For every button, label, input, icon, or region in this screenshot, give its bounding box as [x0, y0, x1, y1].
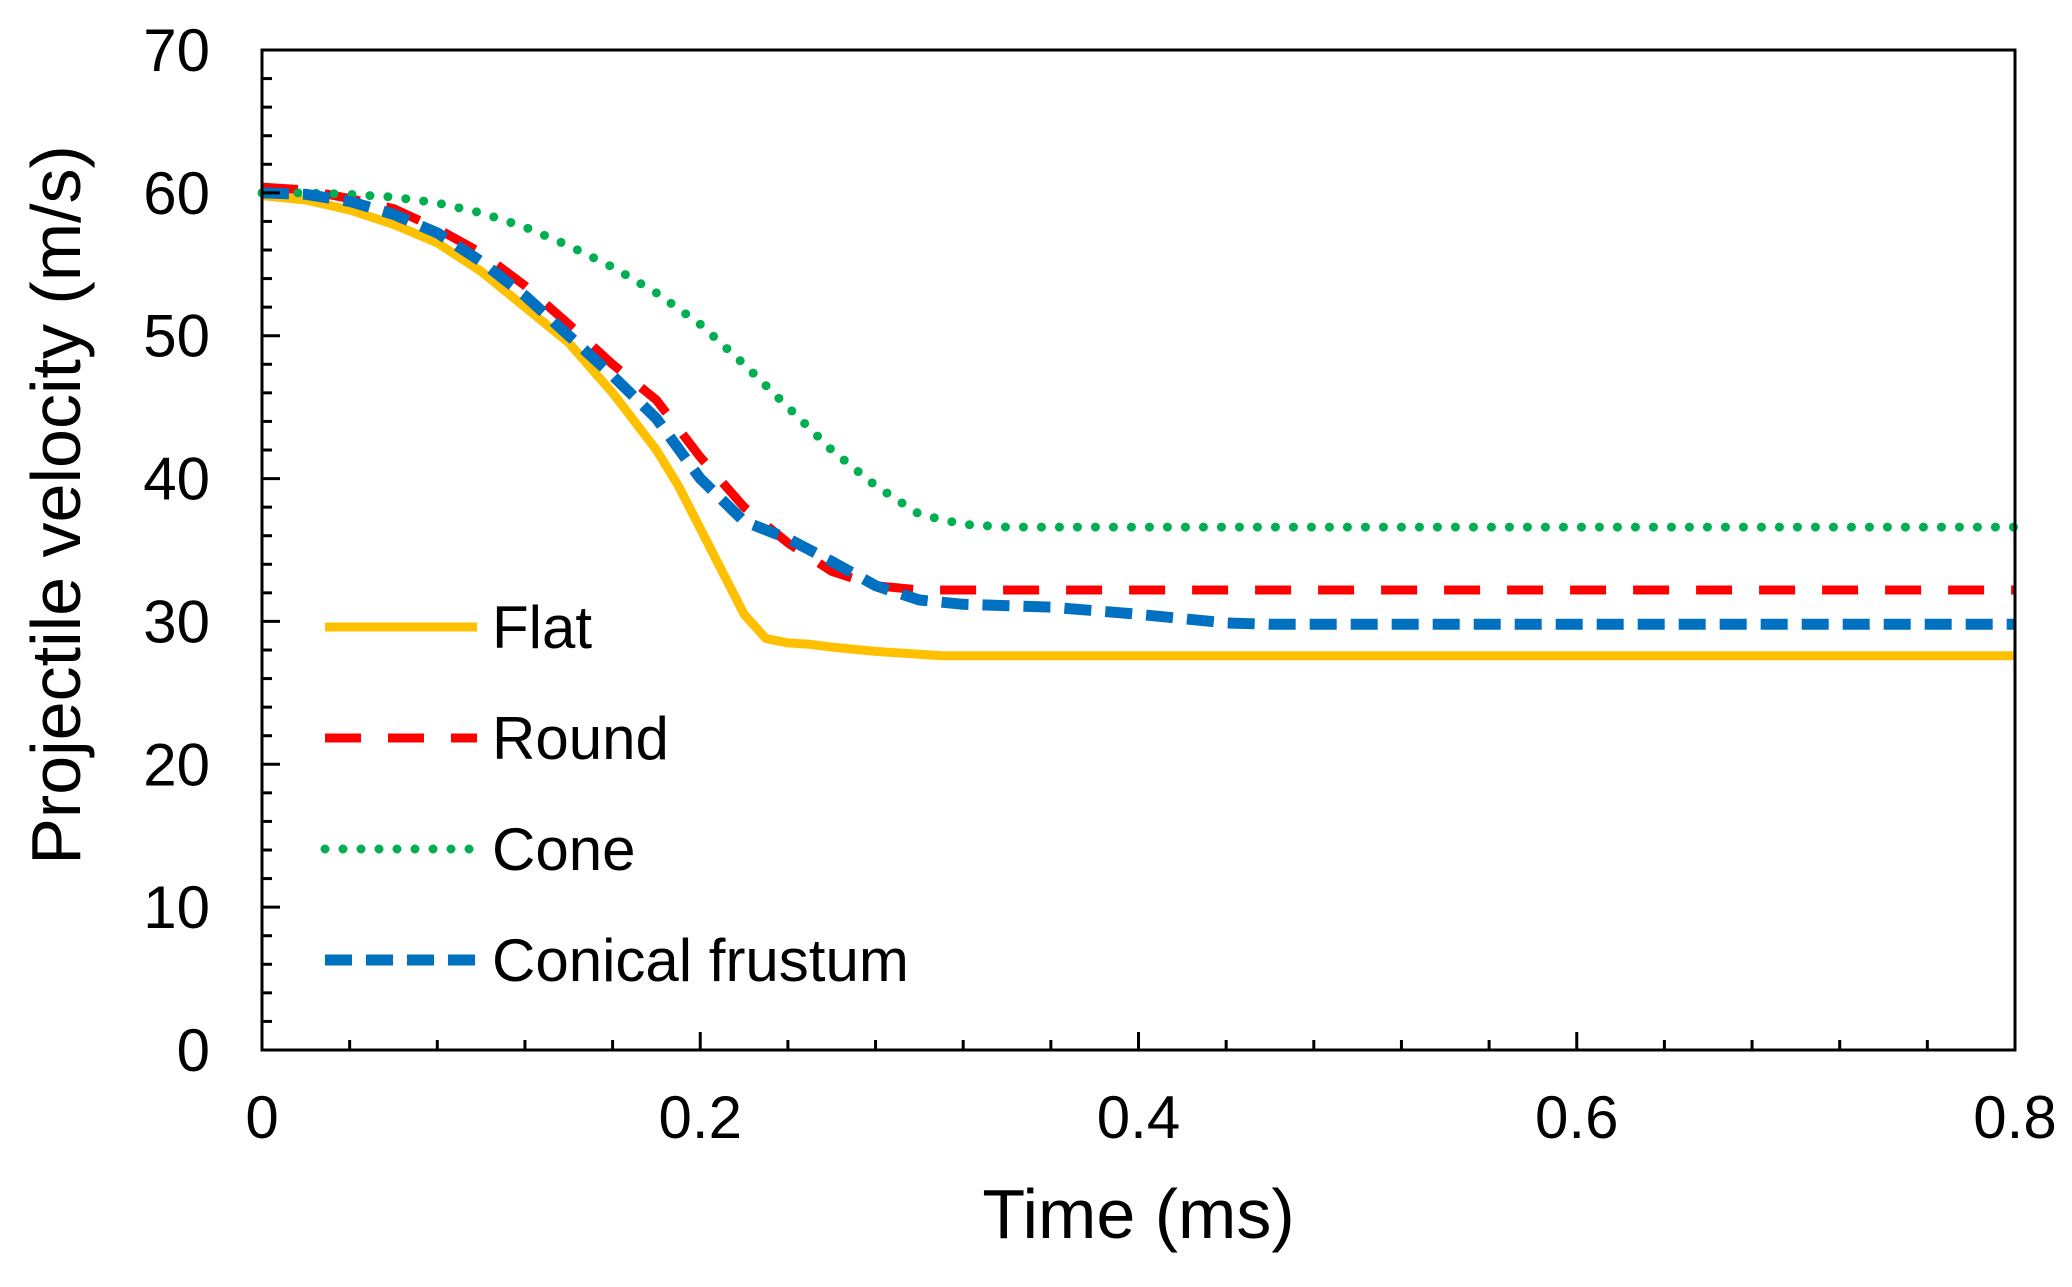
legend: Flat Round Cone Conical frustum	[320, 594, 909, 994]
legend-item-flat: Flat	[325, 594, 592, 661]
y-tick-label: 30	[143, 588, 210, 655]
series-layer	[257, 182, 2020, 661]
y-tick-label: 10	[143, 874, 210, 941]
x-tick-label: 0.6	[1535, 1084, 1618, 1151]
y-tick-label: 40	[143, 446, 210, 513]
series-line-conical-frustum	[261, 187, 2015, 630]
x-tick-label: 0.4	[1097, 1084, 1180, 1151]
y-tick-label: 0	[177, 1017, 210, 1084]
legend-label: Conical frustum	[492, 927, 909, 994]
series-line-flat	[261, 191, 2015, 661]
x-axis-title: Time (ms)	[982, 1175, 1294, 1253]
series-line-cone	[257, 188, 2020, 532]
legend-item-conical-frustum: Conical frustum	[325, 927, 909, 994]
x-tick-label: 0.2	[659, 1084, 742, 1151]
x-tick-label: 0	[245, 1084, 278, 1151]
legend-label: Flat	[492, 594, 592, 661]
legend-item-round: Round	[325, 705, 669, 772]
y-tick-label: 20	[143, 731, 210, 798]
y-tick-label: 70	[143, 17, 210, 84]
legend-label: Cone	[492, 816, 635, 883]
series-line-round	[261, 182, 2015, 595]
y-tick-label: 60	[143, 160, 210, 227]
legend-item-cone: Cone	[320, 816, 635, 883]
axis-tick-labels: 0 10 20 30 40 50 60 70 0 0.2 0.4 0.6 0.8	[143, 17, 2056, 1151]
axis-ticks	[260, 48, 2017, 1052]
y-tick-label: 50	[143, 303, 210, 370]
y-axis-title: Projectile velocity (m/s)	[17, 145, 95, 865]
legend-label: Round	[492, 705, 669, 772]
x-tick-label: 0.8	[1973, 1084, 2056, 1151]
